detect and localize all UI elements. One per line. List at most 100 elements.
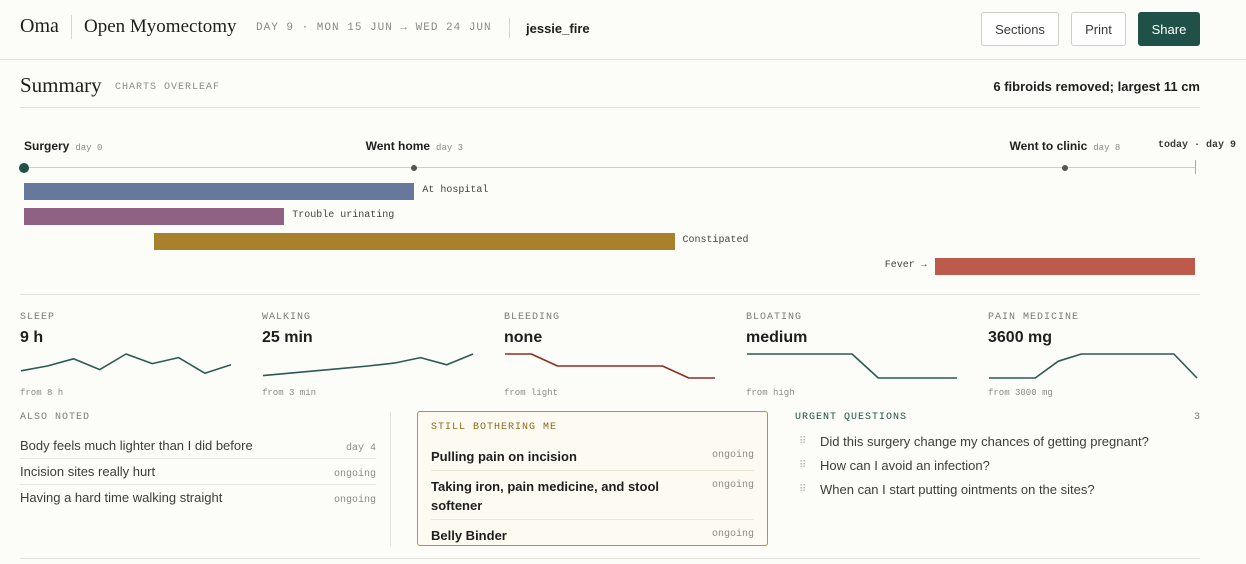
metric-value: medium	[746, 329, 808, 346]
divider	[20, 294, 1200, 295]
sections-button[interactable]: Sections	[981, 12, 1059, 46]
metric-label: BLOATING	[746, 312, 803, 323]
concern-text: Belly Binder	[431, 528, 507, 543]
question-text: How can I avoid an infection?	[820, 457, 990, 473]
symptom-span-label: Trouble urinating	[292, 210, 395, 221]
app-header: Oma Open Myomectomy DAY 9 · MON 15 JUN →…	[0, 0, 1246, 60]
timeline-event[interactable]: Went home day 3	[366, 139, 463, 153]
timeline-axis	[24, 167, 1196, 168]
question-item[interactable]: ⠿ When can I start putting ointments on t…	[795, 477, 1200, 501]
metric-sparkline	[505, 353, 715, 379]
drag-handle-icon[interactable]: ⠿	[799, 435, 807, 447]
sparkline-path	[989, 353, 1198, 379]
today-marker: today · day 9	[1157, 140, 1236, 151]
metric-sleep[interactable]: SLEEP 9 h from 8 h	[20, 312, 240, 402]
metric-label: BLEEDING	[504, 312, 561, 323]
metric-label: SLEEP	[20, 312, 56, 323]
date-range: DAY 9 · MON 15 JUN → WED 24 JUN	[256, 22, 492, 34]
metric-sparkline	[747, 353, 957, 379]
symptom-span-label: Constipated	[682, 235, 749, 246]
timeline-event[interactable]: Went to clinic day 8	[1009, 139, 1120, 153]
note-text: Having a hard time walking straight	[20, 490, 223, 505]
summary-highlight: 6 fibroids removed; largest 11 cm	[993, 79, 1200, 94]
print-button[interactable]: Print	[1071, 12, 1126, 46]
metric-bloating[interactable]: BLOATING medium from high	[746, 312, 966, 402]
note-status: ongoing	[333, 469, 376, 480]
page-title: Open Myomectomy	[84, 16, 237, 37]
metric-baseline: from 3 min	[262, 388, 317, 398]
timeline-event[interactable]: Surgery day 0	[24, 139, 102, 153]
question-text: Did this surgery change my chances of ge…	[820, 433, 1149, 449]
symptom-span-bar[interactable]	[24, 183, 415, 200]
question-text: When can I start putting ointments on th…	[820, 481, 1095, 497]
symptom-span-bar[interactable]	[154, 233, 675, 250]
also-noted-section: ALSO NOTED Body feels much lighter than …	[20, 412, 376, 510]
list-item[interactable]: Pulling pain on incision ongoing	[431, 441, 754, 471]
symptom-span-bar[interactable]	[934, 258, 1195, 275]
timeline-event-dot	[411, 165, 418, 171]
list-item[interactable]: Belly Binder ongoing	[431, 520, 754, 549]
metric-value: 9 h	[20, 329, 44, 346]
sparkline-path	[262, 353, 474, 377]
metric-sparkline	[989, 353, 1198, 379]
header-divider	[71, 15, 72, 39]
divider	[20, 558, 1200, 559]
timeline-event-label: Surgery	[24, 139, 70, 153]
still-bothering-card: STILL BOTHERING ME Pulling pain on incis…	[417, 411, 768, 546]
drag-handle-icon[interactable]: ⠿	[799, 459, 807, 471]
section-label: STILL BOTHERING ME	[431, 422, 558, 433]
sparkline-path	[747, 353, 957, 379]
note-status: day 4	[345, 443, 376, 454]
metric-pain-medicine[interactable]: PAIN MEDICINE 3600 mg from 3000 mg	[988, 312, 1208, 402]
timeline-event-label: Went home	[365, 139, 431, 153]
symptom-span-label: Fever →	[884, 260, 927, 271]
question-item[interactable]: ⠿ Did this surgery change my chances of g…	[795, 429, 1200, 453]
metric-bleeding[interactable]: BLEEDING none from light	[504, 312, 724, 402]
list-item[interactable]: Taking iron, pain medicine, and stool so…	[431, 471, 754, 520]
metric-label: PAIN MEDICINE	[988, 312, 1080, 323]
metric-label: WALKING	[262, 312, 312, 323]
metric-value: 25 min	[262, 329, 313, 346]
concern-status: ongoing	[711, 450, 754, 461]
divider	[20, 107, 1200, 108]
recovery-timeline: today · day 9 Surgery day 0 Went home day 3…	[0, 130, 1246, 290]
timeline-event-day: day 0	[75, 143, 103, 153]
username[interactable]: jessie_fire	[526, 21, 590, 36]
timeline-event-dot	[1061, 165, 1068, 171]
summary-subtitle[interactable]: CHARTS OVERLEAF	[115, 82, 221, 93]
timeline-event-day: day 3	[436, 143, 464, 153]
concern-status: ongoing	[711, 529, 754, 540]
concern-status: ongoing	[711, 480, 754, 491]
note-status: ongoing	[333, 495, 376, 506]
section-label: ALSO NOTED	[20, 412, 91, 423]
section-label: URGENT QUESTIONS	[795, 412, 908, 423]
metric-sparkline	[20, 353, 232, 375]
timeline-event-dot	[19, 163, 29, 173]
list-item[interactable]: Having a hard time walking straight ongoi…	[20, 485, 376, 510]
metric-sparkline	[262, 353, 474, 377]
metric-value: none	[504, 329, 543, 346]
list-item[interactable]: Incision sites really hurt ongoing	[20, 459, 376, 485]
concern-text: Taking iron, pain medicine, and stool so…	[431, 479, 660, 513]
list-item[interactable]: Body feels much lighter than I did befor…	[20, 433, 376, 459]
brand-logo[interactable]: Oma	[20, 15, 59, 37]
column-divider	[390, 412, 391, 546]
symptom-span-bar[interactable]	[24, 208, 285, 225]
concern-text: Pulling pain on incision	[431, 449, 577, 464]
timeline-event-label: Went to clinic	[1009, 139, 1088, 153]
metric-baseline: from light	[504, 388, 559, 398]
metric-baseline: from 3000 mg	[988, 388, 1053, 398]
today-tick	[1195, 160, 1196, 174]
urgent-questions-section: URGENT QUESTIONS 3 ⠿ Did this surgery cha…	[795, 412, 1200, 501]
metric-walking[interactable]: WALKING 25 min from 3 min	[262, 312, 482, 402]
question-item[interactable]: ⠿ How can I avoid an infection?	[795, 453, 1200, 477]
share-button[interactable]: Share	[1138, 12, 1200, 46]
question-count: 3	[1193, 412, 1200, 423]
metric-baseline: from 8 h	[20, 388, 64, 398]
symptom-span-label: At hospital	[422, 185, 489, 196]
note-text: Incision sites really hurt	[20, 464, 156, 479]
drag-handle-icon[interactable]: ⠿	[799, 483, 807, 495]
sparkline-path	[505, 353, 715, 379]
timeline-event-day: day 8	[1093, 143, 1121, 153]
metric-baseline: from high	[746, 388, 795, 398]
